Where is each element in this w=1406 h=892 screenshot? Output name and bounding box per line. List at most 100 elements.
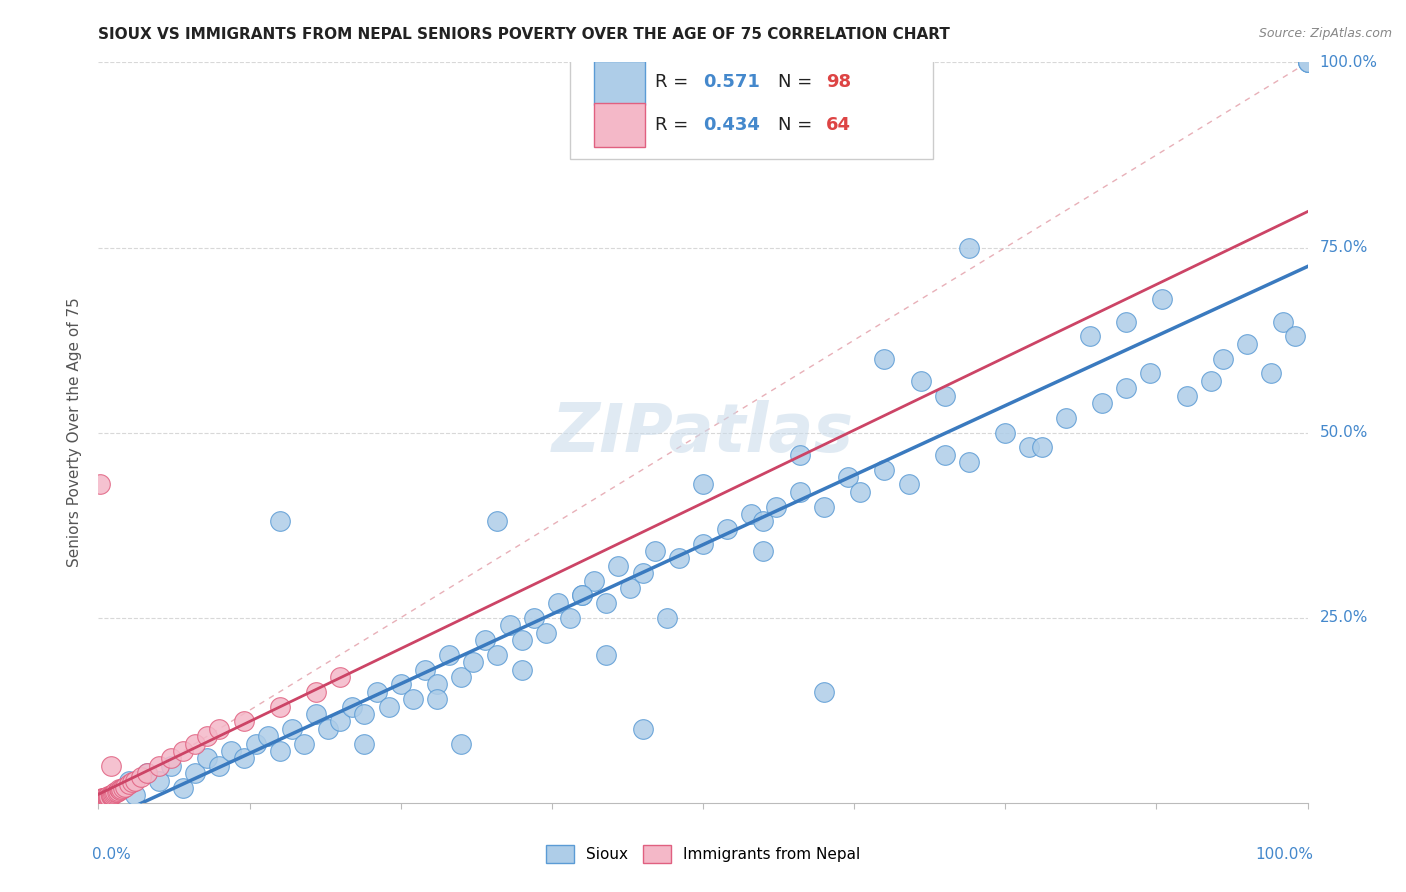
Point — [90, 793, 112, 807]
Point — [90, 792, 112, 806]
Point — [100, 789, 122, 804]
Text: 25.0%: 25.0% — [1320, 610, 1368, 625]
Point — [1212, 351, 1234, 366]
Point — [94, 792, 117, 806]
Point — [172, 744, 194, 758]
Point — [450, 670, 472, 684]
Point — [558, 610, 581, 624]
Point — [619, 581, 641, 595]
Point — [87, 794, 110, 808]
Point — [692, 477, 714, 491]
Point — [1018, 441, 1040, 455]
Point — [148, 773, 170, 788]
Point — [897, 477, 920, 491]
Point — [98, 789, 121, 804]
Point — [510, 632, 533, 647]
Point — [160, 751, 183, 765]
Point — [87, 794, 110, 808]
Text: SIOUX VS IMMIGRANTS FROM NEPAL SENIORS POVERTY OVER THE AGE OF 75 CORRELATION CH: SIOUX VS IMMIGRANTS FROM NEPAL SENIORS P… — [98, 27, 950, 42]
Point — [1031, 441, 1053, 455]
Text: N =: N = — [778, 73, 818, 91]
Point — [1199, 374, 1222, 388]
Point — [135, 766, 157, 780]
Point — [934, 388, 956, 402]
Text: N =: N = — [778, 116, 818, 134]
Point — [108, 783, 131, 797]
Point — [1260, 367, 1282, 381]
Point — [124, 789, 146, 803]
Text: 50.0%: 50.0% — [1320, 425, 1368, 440]
Point — [1054, 410, 1077, 425]
Point — [957, 455, 980, 469]
Point — [571, 589, 593, 603]
Point — [607, 558, 630, 573]
Point — [1272, 314, 1295, 328]
Point — [93, 790, 115, 805]
Point — [789, 484, 811, 499]
Point — [595, 596, 617, 610]
Point — [208, 758, 231, 772]
Point — [195, 729, 218, 743]
Point — [148, 758, 170, 772]
Point — [789, 448, 811, 462]
Point — [329, 714, 352, 729]
Point — [1091, 396, 1114, 410]
Point — [692, 536, 714, 550]
Point — [426, 677, 449, 691]
Point — [103, 786, 125, 800]
Point — [184, 766, 207, 780]
Point — [87, 795, 110, 809]
Point — [353, 737, 375, 751]
Point — [269, 744, 291, 758]
Point — [813, 685, 835, 699]
Point — [114, 780, 136, 794]
Point — [873, 351, 896, 366]
Point — [716, 522, 738, 536]
Point — [91, 794, 114, 808]
Point — [366, 685, 388, 699]
Point — [111, 780, 134, 795]
Point — [740, 507, 762, 521]
Point — [96, 789, 118, 804]
Point — [292, 737, 315, 751]
Point — [631, 722, 654, 736]
Point — [135, 766, 157, 780]
FancyBboxPatch shape — [595, 103, 645, 147]
Point — [486, 648, 509, 662]
Text: 100.0%: 100.0% — [1256, 847, 1313, 863]
Point — [1115, 314, 1137, 328]
Point — [94, 790, 117, 805]
Point — [437, 648, 460, 662]
Point — [957, 240, 980, 255]
Point — [91, 793, 114, 807]
Point — [547, 596, 569, 610]
Text: 64: 64 — [827, 116, 852, 134]
FancyBboxPatch shape — [595, 61, 645, 104]
Text: ZIPatlas: ZIPatlas — [553, 400, 853, 466]
Point — [121, 775, 143, 789]
Point — [510, 663, 533, 677]
Point — [107, 784, 129, 798]
Point — [100, 788, 122, 802]
Point — [342, 699, 364, 714]
Point — [1296, 55, 1319, 70]
Point — [523, 610, 546, 624]
Point — [934, 448, 956, 462]
Point — [426, 692, 449, 706]
Point — [104, 785, 127, 799]
Point — [89, 796, 111, 810]
Point — [1284, 329, 1306, 343]
Point — [1296, 55, 1319, 70]
Point — [474, 632, 496, 647]
Point — [305, 685, 328, 699]
Point — [245, 737, 267, 751]
Point — [269, 515, 291, 529]
Point — [100, 758, 122, 772]
Point — [89, 795, 111, 809]
Point — [90, 795, 112, 809]
Point — [1152, 293, 1174, 307]
Point — [232, 714, 254, 729]
Point — [849, 484, 872, 499]
Point — [96, 791, 118, 805]
Point — [534, 625, 557, 640]
